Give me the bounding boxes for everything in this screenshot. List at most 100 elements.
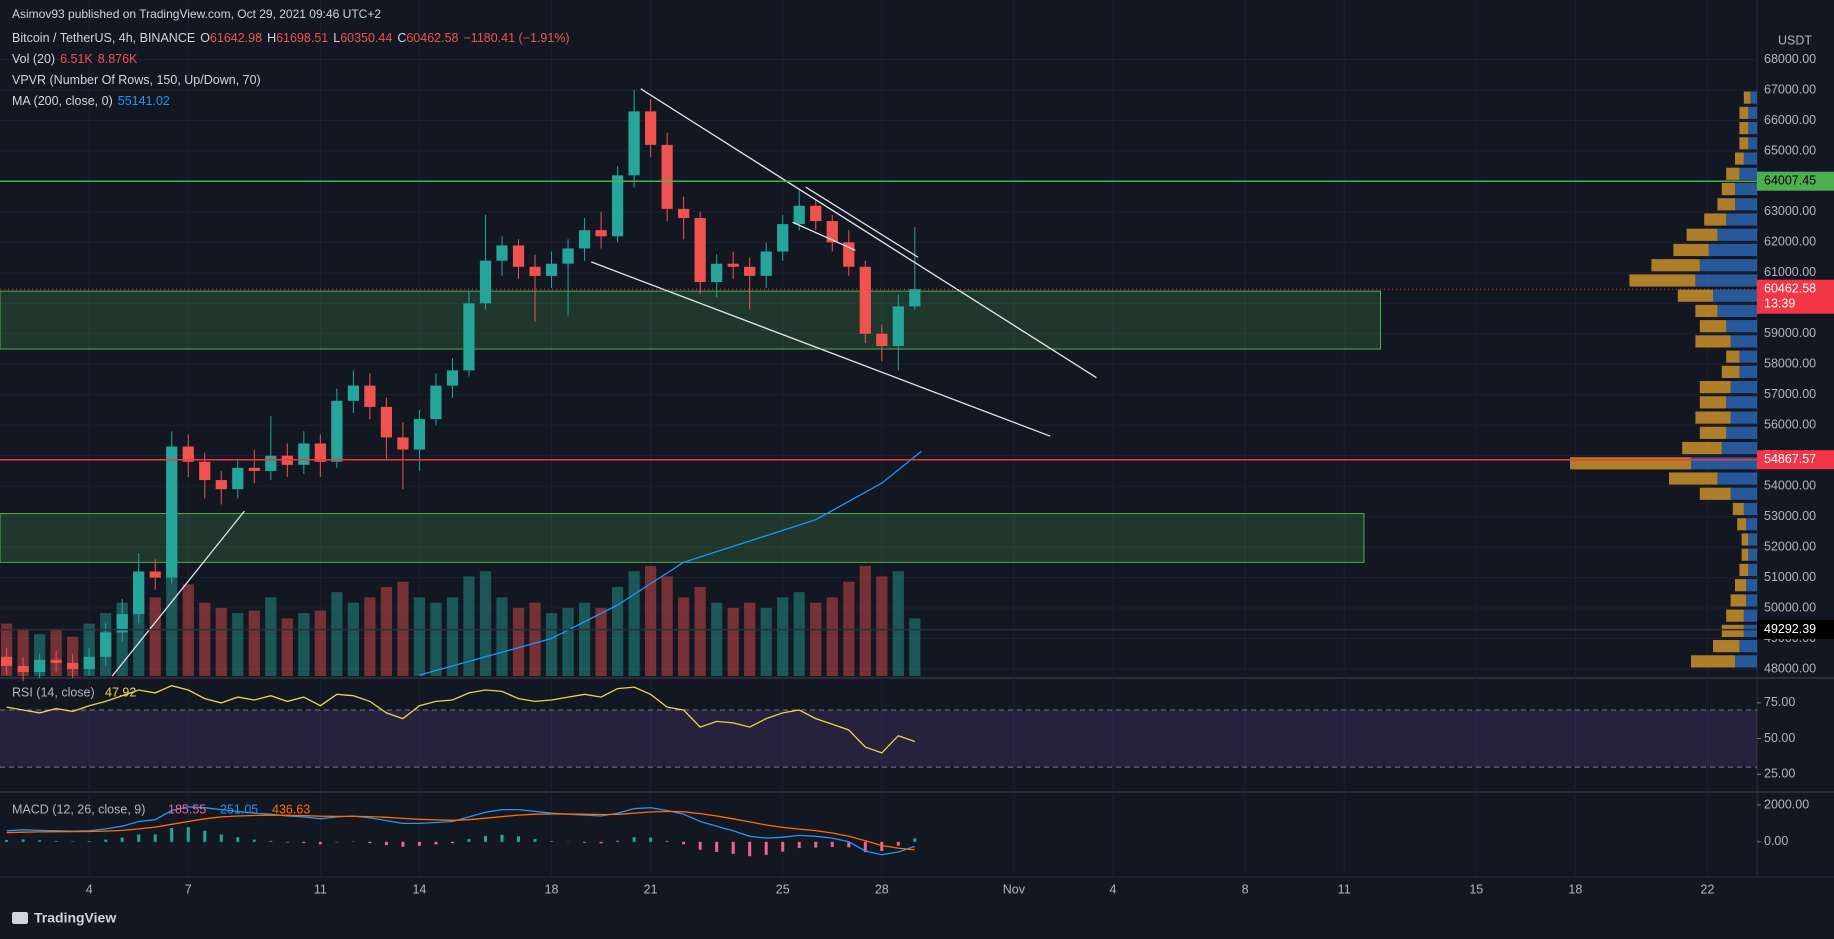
macd-histogram <box>285 841 289 843</box>
rsi-band <box>0 710 1757 768</box>
volume-bar <box>265 597 277 676</box>
candle-body <box>711 263 723 282</box>
x-tick-label: 4 <box>1110 882 1117 896</box>
candle-body <box>876 333 888 346</box>
y-tick-label: 63000.00 <box>1764 204 1816 218</box>
vpvr-up <box>1717 304 1757 318</box>
vpvr-down <box>1739 137 1749 150</box>
rsi-tick-label: 75.00 <box>1764 695 1795 709</box>
currency-label: USDT <box>1778 33 1812 47</box>
vpvr-up <box>1739 167 1757 180</box>
volume-bar <box>793 592 805 676</box>
macd-histogram <box>318 841 322 845</box>
price-change: −1180.41 (−1.91%) <box>463 31 570 45</box>
macd-histogram <box>137 834 141 842</box>
indicator-row: VPVR (Number Of Rows, 150, Up/Down, 70) <box>12 70 575 91</box>
macd-histogram <box>533 839 537 842</box>
vpvr-up <box>1739 640 1757 653</box>
ohlc-key: C <box>397 31 407 45</box>
indicator-name: MA (200, close, 0) <box>12 94 113 108</box>
candle-body <box>578 230 591 249</box>
vpvr-down <box>1699 381 1731 394</box>
macd-value: 251.05 <box>220 802 258 816</box>
vpvr-down <box>1669 472 1718 485</box>
vpvr-down <box>1721 365 1740 378</box>
volume-bar <box>892 571 904 676</box>
vpvr-up <box>1739 365 1757 378</box>
vpvr-up <box>1739 350 1757 363</box>
footer-logo: TradingView <box>12 910 116 926</box>
candle-body <box>446 370 459 386</box>
candle-body <box>909 289 921 307</box>
y-tick-label: 54000.00 <box>1764 478 1816 492</box>
vpvr-up <box>1748 533 1757 546</box>
volume-bar <box>314 610 326 676</box>
candle-body <box>512 245 525 267</box>
volume-bar <box>281 618 293 676</box>
vpvr-down <box>1713 640 1740 653</box>
vpvr-up <box>1726 213 1757 226</box>
macd-histogram <box>847 841 851 848</box>
volume-bar <box>446 597 459 676</box>
price-level-label: 54867.57 <box>1764 452 1816 466</box>
macd-histogram <box>863 841 867 853</box>
candle-body <box>545 263 558 276</box>
vpvr-up <box>1726 320 1757 333</box>
macd-histogram <box>368 841 372 844</box>
candle-body <box>215 480 227 490</box>
macd-histogram <box>715 841 719 852</box>
ohlc-key: H <box>267 31 277 45</box>
candle-body <box>182 446 194 462</box>
y-tick-label: 51000.00 <box>1764 570 1816 584</box>
x-tick-label: 11 <box>314 882 327 896</box>
macd-histogram <box>896 841 900 846</box>
macd-title: MACD (12, 26, close, 9) <box>12 802 145 816</box>
macd-histogram <box>599 841 603 844</box>
y-tick-label: 53000.00 <box>1764 509 1816 523</box>
volume-bar <box>826 597 838 676</box>
vpvr-up <box>1743 624 1757 637</box>
price-level-label-bg <box>1757 620 1834 640</box>
price-level-label-bg <box>1757 171 1834 191</box>
vpvr-down <box>1695 411 1731 424</box>
y-tick-label: 67000.00 <box>1764 82 1816 96</box>
macd-histogram <box>764 841 768 855</box>
macd-histogram <box>880 841 884 852</box>
candle-body <box>479 260 492 304</box>
candles <box>0 90 921 682</box>
macd-tick-label: 0.00 <box>1764 834 1788 848</box>
vpvr-down <box>1739 106 1749 119</box>
indicator-row: MA (200, close, 0) 55141.02 <box>12 91 575 112</box>
vpvr-down <box>1651 259 1700 272</box>
y-tick-label: 68000.00 <box>1764 52 1816 66</box>
macd-histogram <box>483 835 487 842</box>
macd-value: 436.63 <box>272 802 310 816</box>
candle-body <box>116 614 128 633</box>
volume-bar <box>215 607 227 676</box>
macd-histogram <box>104 839 108 842</box>
indicator-name: VPVR (Number Of Rows, 150, Up/Down, 70) <box>12 73 261 87</box>
macd-histogram <box>814 841 818 848</box>
ohlc-value: 60350.44 <box>340 31 393 45</box>
macd-histogram <box>583 841 587 843</box>
volume-bar <box>331 592 343 676</box>
macd-histogram <box>665 840 669 842</box>
x-tick-label: 4 <box>86 882 93 896</box>
vpvr-down <box>1682 441 1722 455</box>
vpvr-up <box>1748 106 1757 119</box>
macd-histogram <box>38 840 42 842</box>
vpvr-down <box>1737 518 1746 531</box>
vpvr-up <box>1717 472 1757 485</box>
vpvr-down <box>1677 289 1713 302</box>
candle-body <box>149 571 161 578</box>
indicator-name: Vol (20) <box>12 52 56 66</box>
volume-bar <box>727 607 739 676</box>
candle-body <box>760 251 772 276</box>
y-tick-label: 52000.00 <box>1764 539 1816 553</box>
macd-tick-label: 2000.00 <box>1764 797 1809 811</box>
macd-histogram <box>467 839 471 842</box>
macd-histogram <box>87 841 91 842</box>
vpvr-down <box>1726 609 1744 622</box>
